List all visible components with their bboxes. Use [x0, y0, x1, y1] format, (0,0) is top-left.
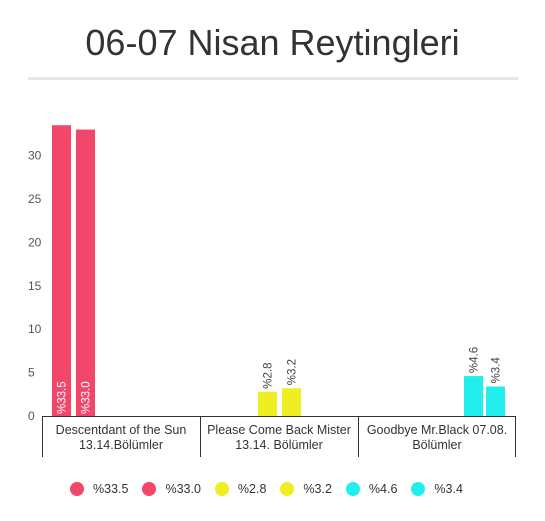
legend-item[interactable]: %33.5 [70, 482, 128, 496]
bar-data-label: %3.4 [491, 357, 503, 384]
legend: %33.5 %33.0 %2.8 %3.2 %4.6 %3.4 [70, 482, 477, 496]
bar [464, 376, 483, 416]
category-label: Bölümler [412, 438, 461, 452]
legend-label: %33.5 [93, 482, 129, 496]
bar-data-label: %33.5 [57, 381, 69, 414]
bar [76, 129, 95, 416]
legend-swatch [70, 482, 84, 496]
bar-data-label: %3.2 [287, 359, 299, 385]
legend-label: %2.8 [237, 482, 267, 496]
category-label: Goodbye Mr.Black 07.08. [367, 423, 507, 437]
y-tick-label: 10 [28, 322, 42, 336]
legend-label: %33.0 [165, 482, 201, 496]
legend-swatch [411, 482, 426, 496]
legend-item[interactable]: %3.4 [411, 482, 463, 496]
y-tick-label: 0 [28, 409, 35, 423]
legend-swatch [142, 482, 157, 496]
legend-item[interactable]: %33.0 [142, 482, 201, 496]
legend-label: %4.6 [368, 482, 398, 496]
bar-data-label: %2.8 [263, 362, 275, 388]
y-tick-label: 5 [28, 366, 35, 380]
legend-item[interactable]: %2.8 [214, 482, 267, 496]
legend-item[interactable]: %4.6 [345, 482, 398, 496]
y-tick-label: 25 [28, 192, 42, 206]
y-tick-label: 20 [28, 235, 42, 249]
bar-data-label: %4.6 [469, 347, 481, 373]
legend-swatch [214, 482, 229, 496]
legend-item[interactable]: %3.2 [280, 482, 332, 496]
bar-data-label: %33.0 [81, 381, 93, 414]
bar [52, 125, 71, 416]
category-label: Please Come Back Mister [207, 423, 351, 437]
category-label: 13.14.Bölümler [79, 438, 163, 452]
bar [258, 391, 277, 416]
title-divider [28, 77, 518, 80]
category-label: 13.14. Bölümler [235, 438, 323, 452]
bar [486, 386, 505, 416]
bar [282, 388, 301, 416]
category-label: Descentdant of the Sun [56, 423, 187, 437]
legend-swatch [280, 482, 295, 496]
legend-label: %3.2 [303, 482, 332, 496]
y-tick-label: 30 [28, 149, 42, 163]
legend-label: %3.4 [434, 482, 463, 496]
chart-title: 06-07 Nisan Reytingleri [85, 22, 460, 63]
legend-swatch [345, 482, 360, 496]
y-tick-label: 15 [28, 279, 42, 293]
